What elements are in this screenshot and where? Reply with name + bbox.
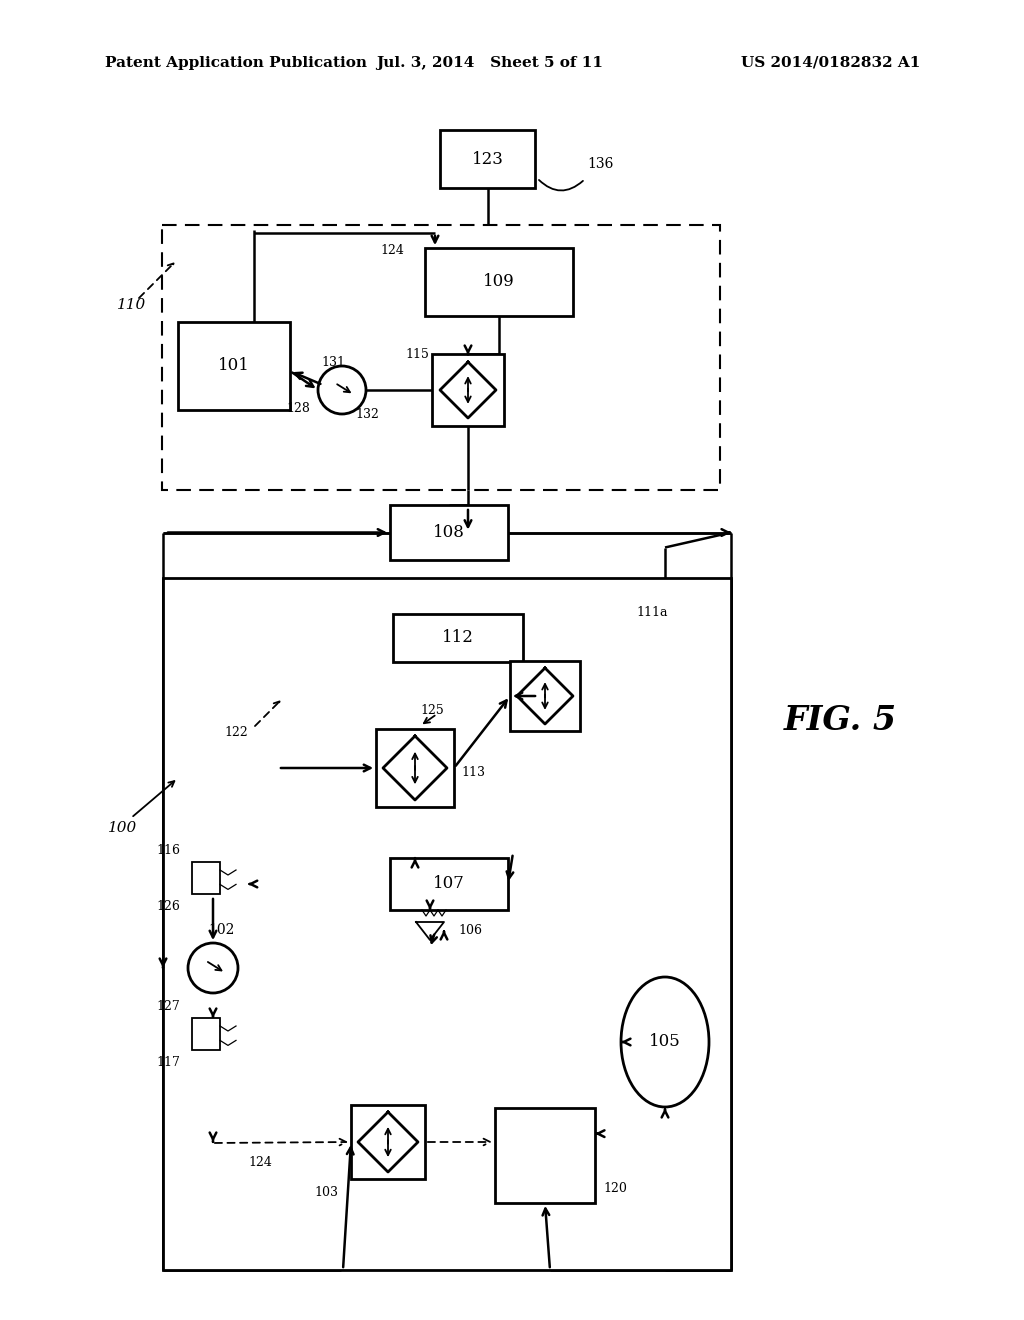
Text: 122: 122 xyxy=(224,726,248,739)
Text: 126: 126 xyxy=(156,899,180,912)
Text: Jul. 3, 2014   Sheet 5 of 11: Jul. 3, 2014 Sheet 5 of 11 xyxy=(377,55,603,70)
Text: 113: 113 xyxy=(461,767,485,780)
Text: 103: 103 xyxy=(314,1185,338,1199)
Bar xyxy=(178,322,290,411)
Bar xyxy=(393,614,523,663)
Text: 107: 107 xyxy=(433,875,465,892)
Text: 128: 128 xyxy=(286,401,310,414)
Bar xyxy=(390,858,508,909)
Text: 102: 102 xyxy=(208,923,234,937)
Text: 100: 100 xyxy=(109,821,137,836)
Text: 110: 110 xyxy=(118,298,146,312)
Bar xyxy=(440,129,535,187)
Text: 109: 109 xyxy=(483,273,515,290)
Bar xyxy=(351,1105,425,1179)
Text: 120: 120 xyxy=(603,1181,627,1195)
Bar xyxy=(376,729,454,807)
Text: 127: 127 xyxy=(157,999,180,1012)
Text: 106: 106 xyxy=(458,924,482,936)
Text: 101: 101 xyxy=(218,358,250,375)
Text: 116: 116 xyxy=(156,843,180,857)
Text: 124: 124 xyxy=(380,243,403,256)
Bar xyxy=(425,248,573,315)
Text: 117: 117 xyxy=(156,1056,180,1068)
Text: 136: 136 xyxy=(587,157,613,172)
Text: FIG. 5: FIG. 5 xyxy=(783,704,897,737)
Text: 131: 131 xyxy=(321,355,345,368)
Bar xyxy=(193,1018,220,1049)
Text: 111a: 111a xyxy=(636,606,668,619)
Bar xyxy=(495,1107,595,1203)
Text: US 2014/0182832 A1: US 2014/0182832 A1 xyxy=(740,55,920,70)
Text: 132: 132 xyxy=(355,408,379,421)
Text: 125: 125 xyxy=(420,705,443,718)
Text: 124: 124 xyxy=(248,1155,272,1168)
Bar xyxy=(390,506,508,560)
Bar xyxy=(162,224,720,490)
Bar xyxy=(193,862,220,894)
Bar xyxy=(432,354,504,426)
Text: 105: 105 xyxy=(649,1034,681,1051)
Bar xyxy=(510,661,580,731)
Text: 123: 123 xyxy=(472,150,504,168)
Text: 115: 115 xyxy=(406,348,429,362)
Bar xyxy=(163,578,731,1270)
Bar xyxy=(273,598,631,840)
Text: 108: 108 xyxy=(433,524,465,541)
Text: Patent Application Publication: Patent Application Publication xyxy=(105,55,367,70)
Text: 112: 112 xyxy=(442,630,474,647)
